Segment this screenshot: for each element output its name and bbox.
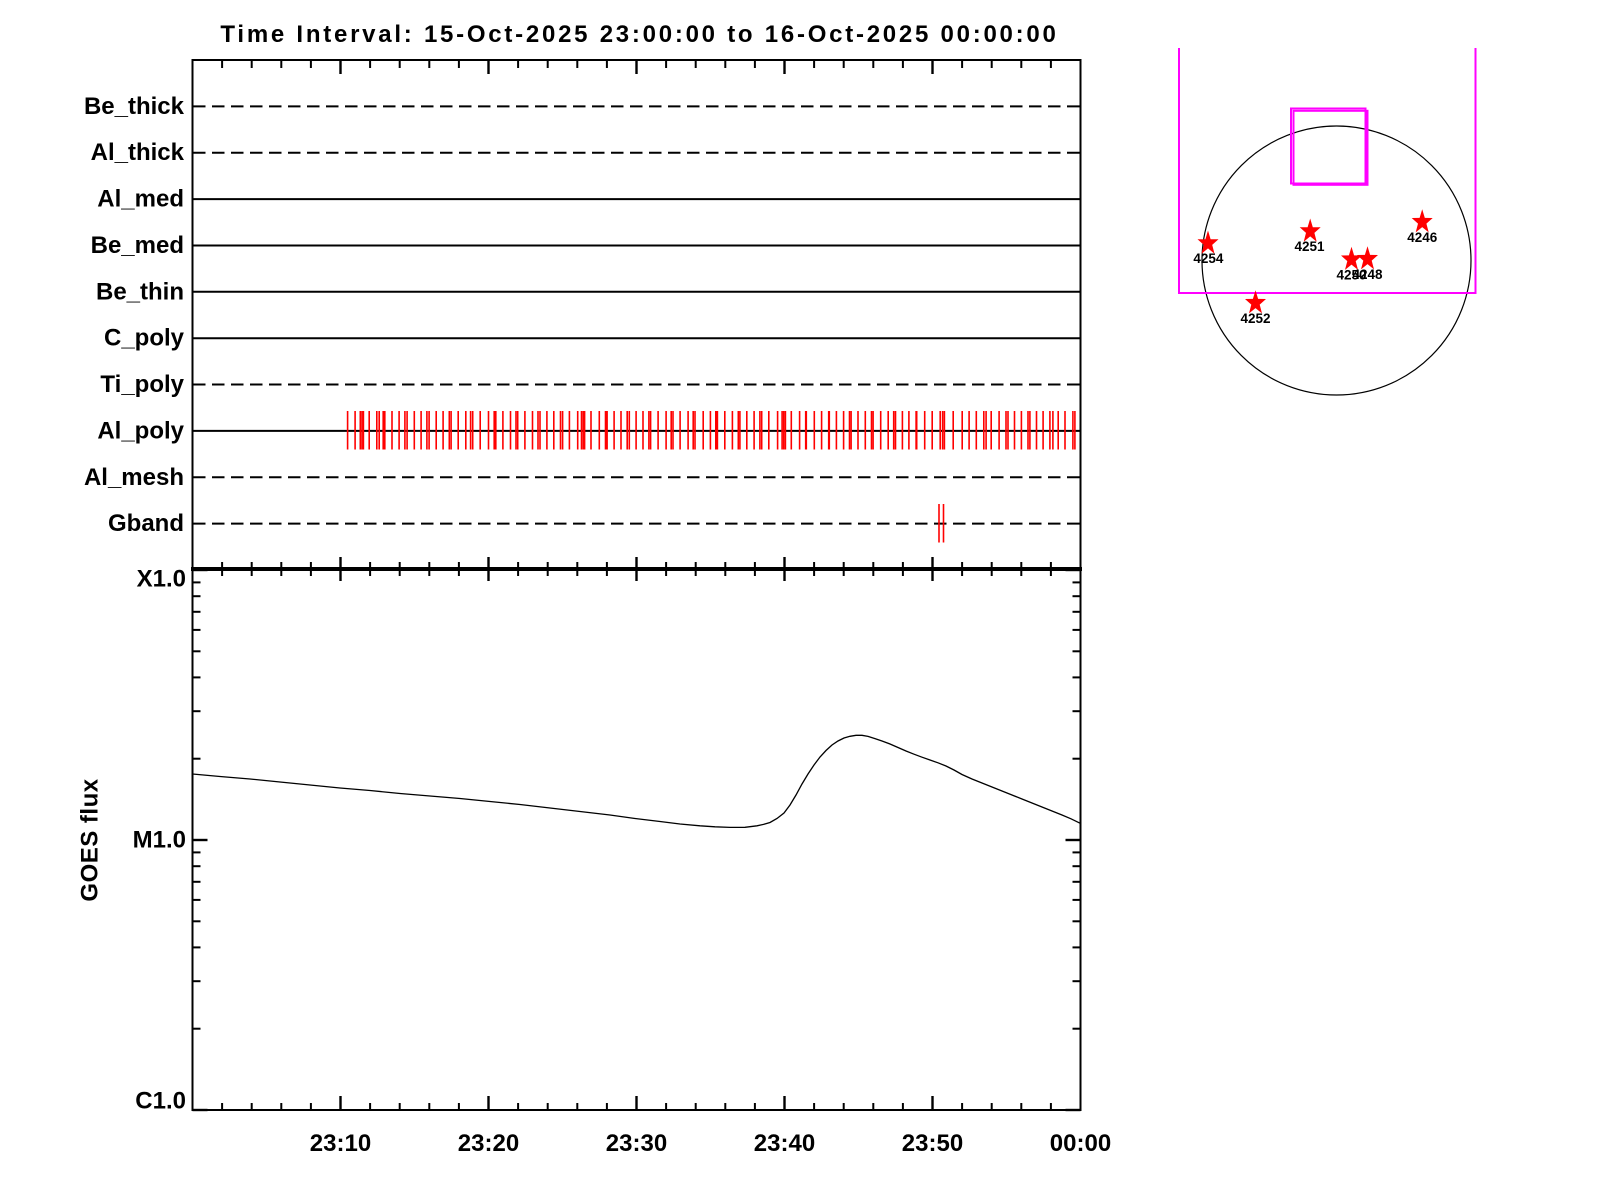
- svg-text:4254: 4254: [1193, 251, 1224, 266]
- svg-text:C_poly: C_poly: [104, 325, 185, 352]
- svg-text:C1.0: C1.0: [135, 1088, 186, 1115]
- svg-text:4250: 4250: [1336, 267, 1366, 282]
- svg-text:Gband: Gband: [108, 510, 184, 537]
- svg-text:Time Interval: 15-Oct-2025 23:: Time Interval: 15-Oct-2025 23:00:00 to 1…: [220, 21, 1058, 48]
- svg-text:Be_med: Be_med: [91, 232, 184, 259]
- svg-text:4252: 4252: [1240, 311, 1270, 326]
- svg-text:Be_thin: Be_thin: [96, 278, 184, 305]
- svg-text:4246: 4246: [1407, 230, 1438, 245]
- svg-text:23:10: 23:10: [310, 1130, 371, 1157]
- svg-text:23:40: 23:40: [754, 1130, 815, 1157]
- svg-text:23:20: 23:20: [458, 1130, 519, 1157]
- svg-text:X1.0: X1.0: [137, 566, 186, 593]
- svg-text:4248: 4248: [1352, 267, 1383, 282]
- svg-text:00:00: 00:00: [1050, 1130, 1111, 1157]
- svg-text:Al_med: Al_med: [97, 186, 184, 213]
- svg-text:Al_poly: Al_poly: [97, 417, 184, 444]
- svg-text:23:30: 23:30: [606, 1130, 667, 1157]
- svg-text:Be_thick: Be_thick: [84, 93, 185, 120]
- svg-text:Ti_poly: Ti_poly: [100, 371, 184, 398]
- svg-text:23:50: 23:50: [902, 1130, 963, 1157]
- svg-text:4251: 4251: [1294, 239, 1325, 254]
- svg-text:M1.0: M1.0: [133, 827, 186, 854]
- svg-text:Al_mesh: Al_mesh: [84, 464, 184, 491]
- svg-text:GOES flux: GOES flux: [77, 778, 104, 901]
- svg-text:Al_thick: Al_thick: [91, 139, 185, 166]
